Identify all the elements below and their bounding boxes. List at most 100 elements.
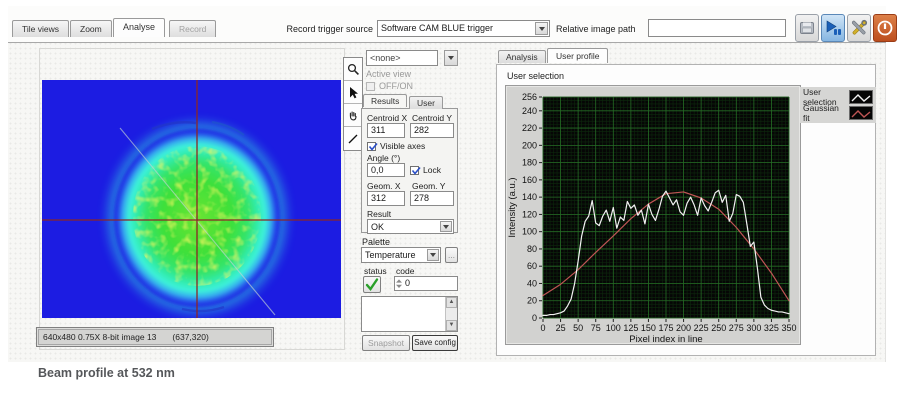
tab-tile-views[interactable]: Tile views	[12, 20, 69, 37]
status-label: status	[364, 266, 387, 276]
lock-checkbox[interactable]	[410, 165, 421, 175]
geom-y-field[interactable]: 278	[410, 191, 454, 206]
save-image-icon	[800, 22, 814, 34]
svg-text:200: 200	[522, 140, 537, 150]
tools-icon	[851, 19, 868, 35]
play-pause-icon	[826, 20, 841, 35]
svg-text:256: 256	[522, 92, 537, 102]
legend-user-selection[interactable]: User selection	[803, 87, 873, 107]
svg-text:0: 0	[540, 323, 545, 333]
beam-image[interactable]	[42, 80, 341, 318]
tab-user-profile[interactable]: User profile	[547, 48, 609, 63]
centroid-y-field[interactable]: 282	[410, 123, 454, 138]
svg-text:100: 100	[522, 227, 537, 237]
profile-chart-panel: 0 25 50 75 100 125 150 175 200 225 250 275 300 325 350…	[505, 85, 801, 345]
svg-text:80: 80	[527, 244, 537, 254]
viewer-statusbar: 640x480 0.75X 8-bit image 13 (637,320)	[36, 327, 274, 347]
svg-text:Pixel index in line: Pixel index in line	[629, 334, 702, 344]
off-on-label: OFF/ON	[379, 81, 413, 91]
centroid-x-field[interactable]: 311	[367, 123, 405, 138]
numeric-stepper-icon[interactable]	[396, 279, 402, 289]
angle-field[interactable]: 0,0	[367, 163, 405, 177]
visible-axes-toggle: Visible axes	[367, 141, 425, 151]
legend-label: Gaussian fit	[803, 103, 839, 123]
off-on-checkbox[interactable]	[366, 81, 375, 91]
record-trigger-dropdown-icon[interactable]	[535, 22, 548, 35]
chart-legend: User selection Gaussian fit	[800, 87, 876, 123]
relative-path-input[interactable]	[648, 19, 786, 37]
svg-text:160: 160	[522, 175, 537, 185]
save-config-button[interactable]: Save config	[412, 335, 458, 351]
svg-text:220: 220	[522, 123, 537, 133]
tab-zoom[interactable]: Zoom	[70, 20, 112, 37]
code-field[interactable]: 0	[394, 276, 458, 291]
power-button[interactable]	[873, 14, 897, 42]
result-select[interactable]: OK	[367, 219, 454, 234]
cursor-position: (637,320)	[172, 332, 209, 342]
centroid-x-label: Centroid X	[367, 113, 408, 123]
beam-rim-artifact	[151, 120, 197, 131]
listbox-scrollbar[interactable]: ▲ ▼	[445, 297, 457, 331]
tools-button[interactable]	[847, 14, 871, 42]
svg-text:240: 240	[522, 106, 537, 116]
play-pause-button[interactable]	[821, 14, 845, 42]
zoom-tool-button[interactable]	[344, 58, 362, 81]
user-selection-label: User selection	[507, 71, 565, 81]
figure-caption: Beam profile at 532 nm	[38, 366, 175, 380]
result-label: Result	[367, 209, 392, 219]
pan-tool-button[interactable]	[344, 104, 362, 127]
svg-text:Intensity (a.u.): Intensity (a.u.)	[507, 177, 518, 237]
svg-text:125: 125	[623, 323, 638, 333]
cursor-tool-button[interactable]	[344, 81, 362, 104]
off-on-toggle: OFF/ON	[366, 81, 413, 91]
beam-rim-artifact	[181, 305, 225, 313]
cursor-icon	[350, 86, 358, 98]
svg-text:0: 0	[532, 313, 537, 323]
visible-axes-checkbox[interactable]	[367, 141, 378, 151]
centroid-y-label: Centroid Y	[412, 113, 453, 123]
active-view-label: Active view	[366, 69, 412, 79]
record-trigger-label: Record trigger source	[286, 24, 373, 34]
svg-text:250: 250	[711, 323, 726, 333]
legend-swatch-gaussian-fit	[849, 106, 873, 120]
svg-text:25: 25	[556, 323, 566, 333]
tab-user[interactable]: User	[409, 96, 443, 109]
view-selector[interactable]: <none>	[366, 50, 438, 66]
svg-text:200: 200	[676, 323, 691, 333]
palette-select[interactable]: Temperature	[361, 247, 441, 263]
line-tool-button[interactable]	[344, 127, 362, 150]
power-icon	[877, 20, 893, 36]
viewer-tool-palette	[343, 57, 363, 151]
message-listbox[interactable]: ▲ ▼	[361, 296, 458, 332]
save-image-button[interactable]	[795, 14, 819, 42]
result-value: OK	[371, 222, 385, 232]
tab-record: Record	[169, 20, 217, 37]
tab-analyse[interactable]: Analyse	[113, 18, 166, 37]
result-dropdown-icon[interactable]	[440, 221, 452, 232]
svg-text:75: 75	[591, 323, 601, 333]
status-ok-indicator[interactable]	[363, 276, 381, 293]
legend-gaussian-fit[interactable]: Gaussian fit	[803, 103, 873, 123]
geom-x-field[interactable]: 312	[367, 191, 405, 206]
palette-dropdown-icon[interactable]	[427, 249, 439, 261]
record-trigger-value: Software CAM BLUE trigger	[381, 23, 494, 33]
geom-y-label: Geom. Y	[412, 181, 446, 191]
svg-text:100: 100	[606, 323, 621, 333]
svg-text:140: 140	[522, 192, 537, 202]
record-trigger-select[interactable]: Software CAM BLUE trigger	[377, 20, 550, 37]
svg-text:150: 150	[641, 323, 656, 333]
tab-results[interactable]: Results	[363, 94, 408, 107]
profile-chart: 0 25 50 75 100 125 150 175 200 225 250 275 300 325 350…	[507, 92, 797, 345]
scroll-up-icon[interactable]: ▲	[446, 297, 457, 308]
palette-value: Temperature	[365, 250, 416, 260]
scroll-down-icon[interactable]: ▼	[446, 320, 457, 331]
svg-text:180: 180	[522, 158, 537, 168]
green-check-icon	[365, 278, 379, 291]
view-selector-dropdown-icon[interactable]	[444, 50, 458, 66]
tab-analysis[interactable]: Analysis	[498, 50, 546, 63]
palette-more-button[interactable]: ...	[445, 247, 458, 263]
svg-text:40: 40	[527, 278, 537, 288]
svg-text:120: 120	[522, 209, 537, 219]
svg-text:350: 350	[781, 323, 796, 333]
